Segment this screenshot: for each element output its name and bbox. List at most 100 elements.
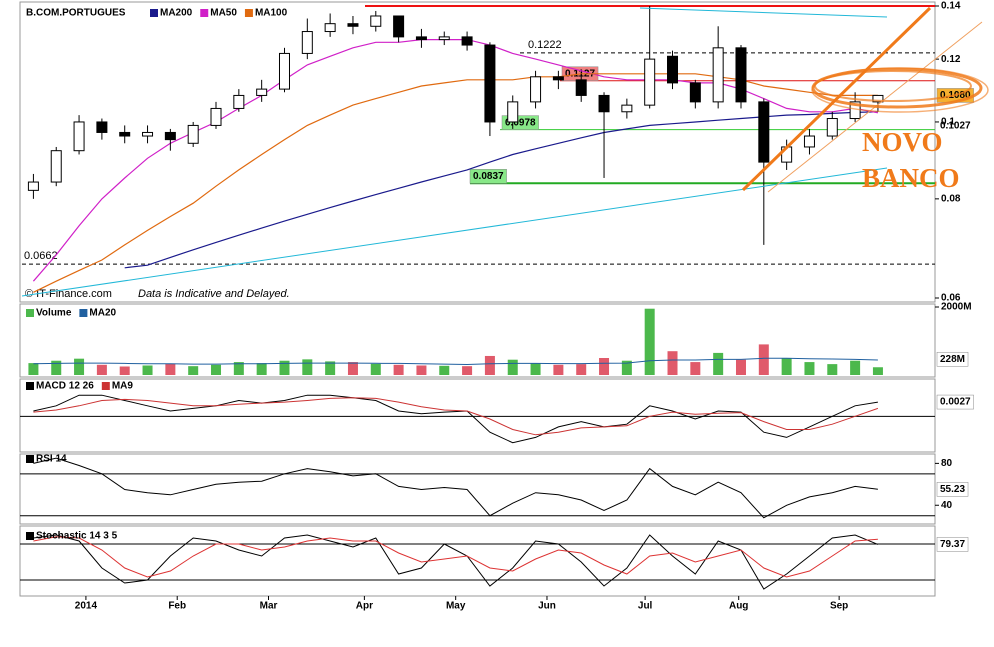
candle-body xyxy=(621,104,633,113)
candle-body xyxy=(256,88,268,96)
y-tick-label: 0.1 xyxy=(941,117,955,128)
value-tag-box xyxy=(936,351,969,367)
highlight-circle xyxy=(811,67,989,113)
x-tick-label: Feb xyxy=(168,601,186,612)
candle-body xyxy=(461,36,473,46)
ma-line xyxy=(33,357,878,366)
candle-body xyxy=(438,36,450,41)
volume-bar xyxy=(347,362,358,375)
volume-bar xyxy=(256,363,267,375)
candle-body xyxy=(142,131,154,137)
level-label: 0.1222 xyxy=(528,39,562,51)
trend-line xyxy=(639,7,888,18)
candle-body xyxy=(552,76,564,81)
value-tag-box xyxy=(469,169,507,184)
volume-bar xyxy=(462,366,473,375)
value-tag: 0.0027 xyxy=(940,397,971,408)
candle-body xyxy=(50,150,62,183)
candle-body xyxy=(598,94,610,113)
candle-body xyxy=(119,131,131,137)
volume-bar xyxy=(713,352,724,375)
value-tag: 79.37 xyxy=(940,539,965,550)
legend-swatch xyxy=(26,382,34,390)
volume-bar xyxy=(781,358,792,375)
price-panel xyxy=(19,1,936,303)
volume-bar xyxy=(28,363,39,375)
candle-body xyxy=(735,47,747,103)
volume-bar xyxy=(279,360,290,375)
value-tag: 0.0978 xyxy=(505,117,536,128)
x-tick-label: Sep xyxy=(830,601,848,612)
legend-swatch xyxy=(200,9,209,17)
indicator-line xyxy=(33,394,878,444)
level-label: 0.0662 xyxy=(24,250,58,262)
candle-body xyxy=(27,181,39,191)
legend-label: RSI 14 xyxy=(36,454,67,465)
volume-bar xyxy=(233,362,244,375)
candle-body xyxy=(347,23,359,27)
value-tag: 228M xyxy=(940,354,965,365)
candle-body xyxy=(96,121,108,133)
volume-bar xyxy=(370,363,381,375)
volume-bar xyxy=(758,344,769,375)
x-tick-label: Jun xyxy=(538,601,556,612)
volume-bar xyxy=(507,359,518,375)
volume-bar xyxy=(827,364,838,375)
highlight-circle xyxy=(814,70,972,102)
legend-label: MA20 xyxy=(89,308,116,319)
x-tick-label: Jul xyxy=(638,601,653,612)
value-tag: 55.23 xyxy=(940,484,965,495)
volume-bar xyxy=(644,308,655,375)
candle-body xyxy=(484,44,496,123)
legend-swatch xyxy=(79,309,88,317)
volume-panel xyxy=(19,303,936,378)
volume-bar xyxy=(850,360,861,375)
value-tag-box xyxy=(936,394,974,410)
volume-bar xyxy=(416,365,427,375)
annotations xyxy=(21,6,989,297)
value-tag: 0.0837 xyxy=(473,171,504,182)
trend-line xyxy=(741,6,932,192)
volume-bar xyxy=(439,365,450,375)
y-tick-label: 40 xyxy=(941,500,953,511)
legend-swatch xyxy=(101,382,110,390)
candle-body xyxy=(803,135,815,148)
legend-swatch xyxy=(26,455,34,463)
volume-bar xyxy=(690,362,701,375)
candle-body xyxy=(667,55,679,84)
volume-bar xyxy=(599,358,610,375)
indicator-line xyxy=(33,534,879,590)
legend-label: Stochastic 14 3 5 xyxy=(36,531,118,542)
candle-body xyxy=(393,15,405,38)
legend-label: Volume xyxy=(36,308,72,319)
ma-line xyxy=(124,111,878,269)
volume-bar xyxy=(119,366,130,375)
legend-label: MACD 12 26 xyxy=(36,381,94,392)
x-tick-label: Mar xyxy=(260,601,278,612)
y-tick-label: 0.08 xyxy=(941,193,961,204)
candle-body xyxy=(575,79,587,96)
candle-body xyxy=(712,47,724,103)
note: Data is Indicative and Delayed. xyxy=(138,288,290,300)
x-tick-label: Aug xyxy=(729,601,748,612)
stochastic-panel xyxy=(19,525,936,597)
candle-body xyxy=(301,31,313,54)
volume-bar xyxy=(188,366,199,375)
y-tick-label: 80 xyxy=(941,458,953,469)
candle-body xyxy=(164,131,176,141)
candle-body xyxy=(689,82,701,103)
y-tick-label: 0.12 xyxy=(941,54,961,65)
legend-label: MA200 xyxy=(160,8,193,19)
volume-bar xyxy=(576,364,587,375)
volume-bar xyxy=(165,363,176,375)
volume-bar xyxy=(51,360,62,375)
legend-swatch xyxy=(244,9,253,17)
volume-bar xyxy=(735,359,746,375)
candle-body xyxy=(370,15,382,27)
candle-body xyxy=(644,58,656,106)
source: © IT-Finance.com xyxy=(25,288,112,300)
volume-bar xyxy=(484,355,495,375)
rsi-panel xyxy=(19,453,936,525)
annotation: BANCO xyxy=(862,163,960,193)
indicator-line xyxy=(33,457,878,519)
